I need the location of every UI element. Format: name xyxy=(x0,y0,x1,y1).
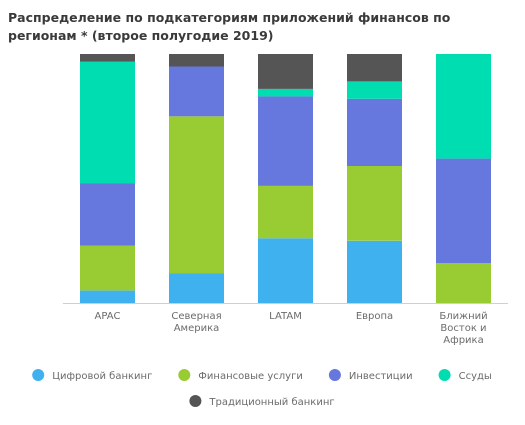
bar-segment-2-series-5 xyxy=(169,54,224,67)
legend-label-1: Цифровой банкинг xyxy=(52,371,152,382)
legend-label-4: Ссуды xyxy=(459,371,492,382)
legend-marker-3 xyxy=(328,369,341,381)
bar-segment-2-series-3 xyxy=(169,66,224,117)
legend-marker-4 xyxy=(438,369,451,381)
x-tick-label-4: Европа xyxy=(356,311,393,322)
bar-segment-1-series-1 xyxy=(80,290,135,303)
bar-segment-4-series-5 xyxy=(347,54,402,82)
bar-segment-5-series-2 xyxy=(436,263,491,303)
bar-segment-5-series-4 xyxy=(436,54,491,159)
bars-group xyxy=(80,54,491,304)
bar-segment-4-series-2 xyxy=(347,166,402,241)
x-tick-label-5: Ближний Восток и Африка xyxy=(439,311,487,346)
x-tick-label-3: LATAM xyxy=(269,311,302,322)
bar-segment-1-series-4 xyxy=(80,61,135,184)
x-tick-label-1: APAC xyxy=(95,311,121,322)
bar-segment-4-series-1 xyxy=(347,240,402,304)
legend-marker-5 xyxy=(189,395,202,407)
bar-segment-1-series-5 xyxy=(80,54,135,62)
bar-segment-3-series-5 xyxy=(258,54,313,89)
bar-segment-4-series-4 xyxy=(347,81,402,99)
legend-label-5: Традиционный банкинг xyxy=(208,397,334,408)
bar-segment-3-series-3 xyxy=(258,96,313,186)
bar-segment-4-series-3 xyxy=(347,98,402,166)
legend: Цифровой банкинг Финансовые услуги Инвести… xyxy=(32,369,492,408)
bar-segment-3-series-1 xyxy=(258,238,313,303)
bar-segment-1-series-2 xyxy=(80,245,135,291)
legend-label-2: Финансовые услуги xyxy=(198,371,303,382)
bar-segment-3-series-4 xyxy=(258,88,313,97)
legend-marker-2 xyxy=(178,369,191,381)
x-tick-label-2: Северная Америка xyxy=(171,311,221,334)
bar-segment-1-series-3 xyxy=(80,183,135,246)
bar-segment-2-series-1 xyxy=(169,273,224,303)
bar-segment-5-series-3 xyxy=(436,158,491,264)
bar-segment-2-series-2 xyxy=(169,116,224,274)
x-axis-labels: APAC Северная Америка LATAM Европа Ближний Вос… xyxy=(95,311,488,346)
legend-marker-1 xyxy=(32,369,45,381)
bar-segment-3-series-2 xyxy=(258,186,313,239)
chart-title: Распределение по подкатегориям приложени… xyxy=(8,10,451,43)
legend-label-3: Инвестиции xyxy=(349,371,413,382)
